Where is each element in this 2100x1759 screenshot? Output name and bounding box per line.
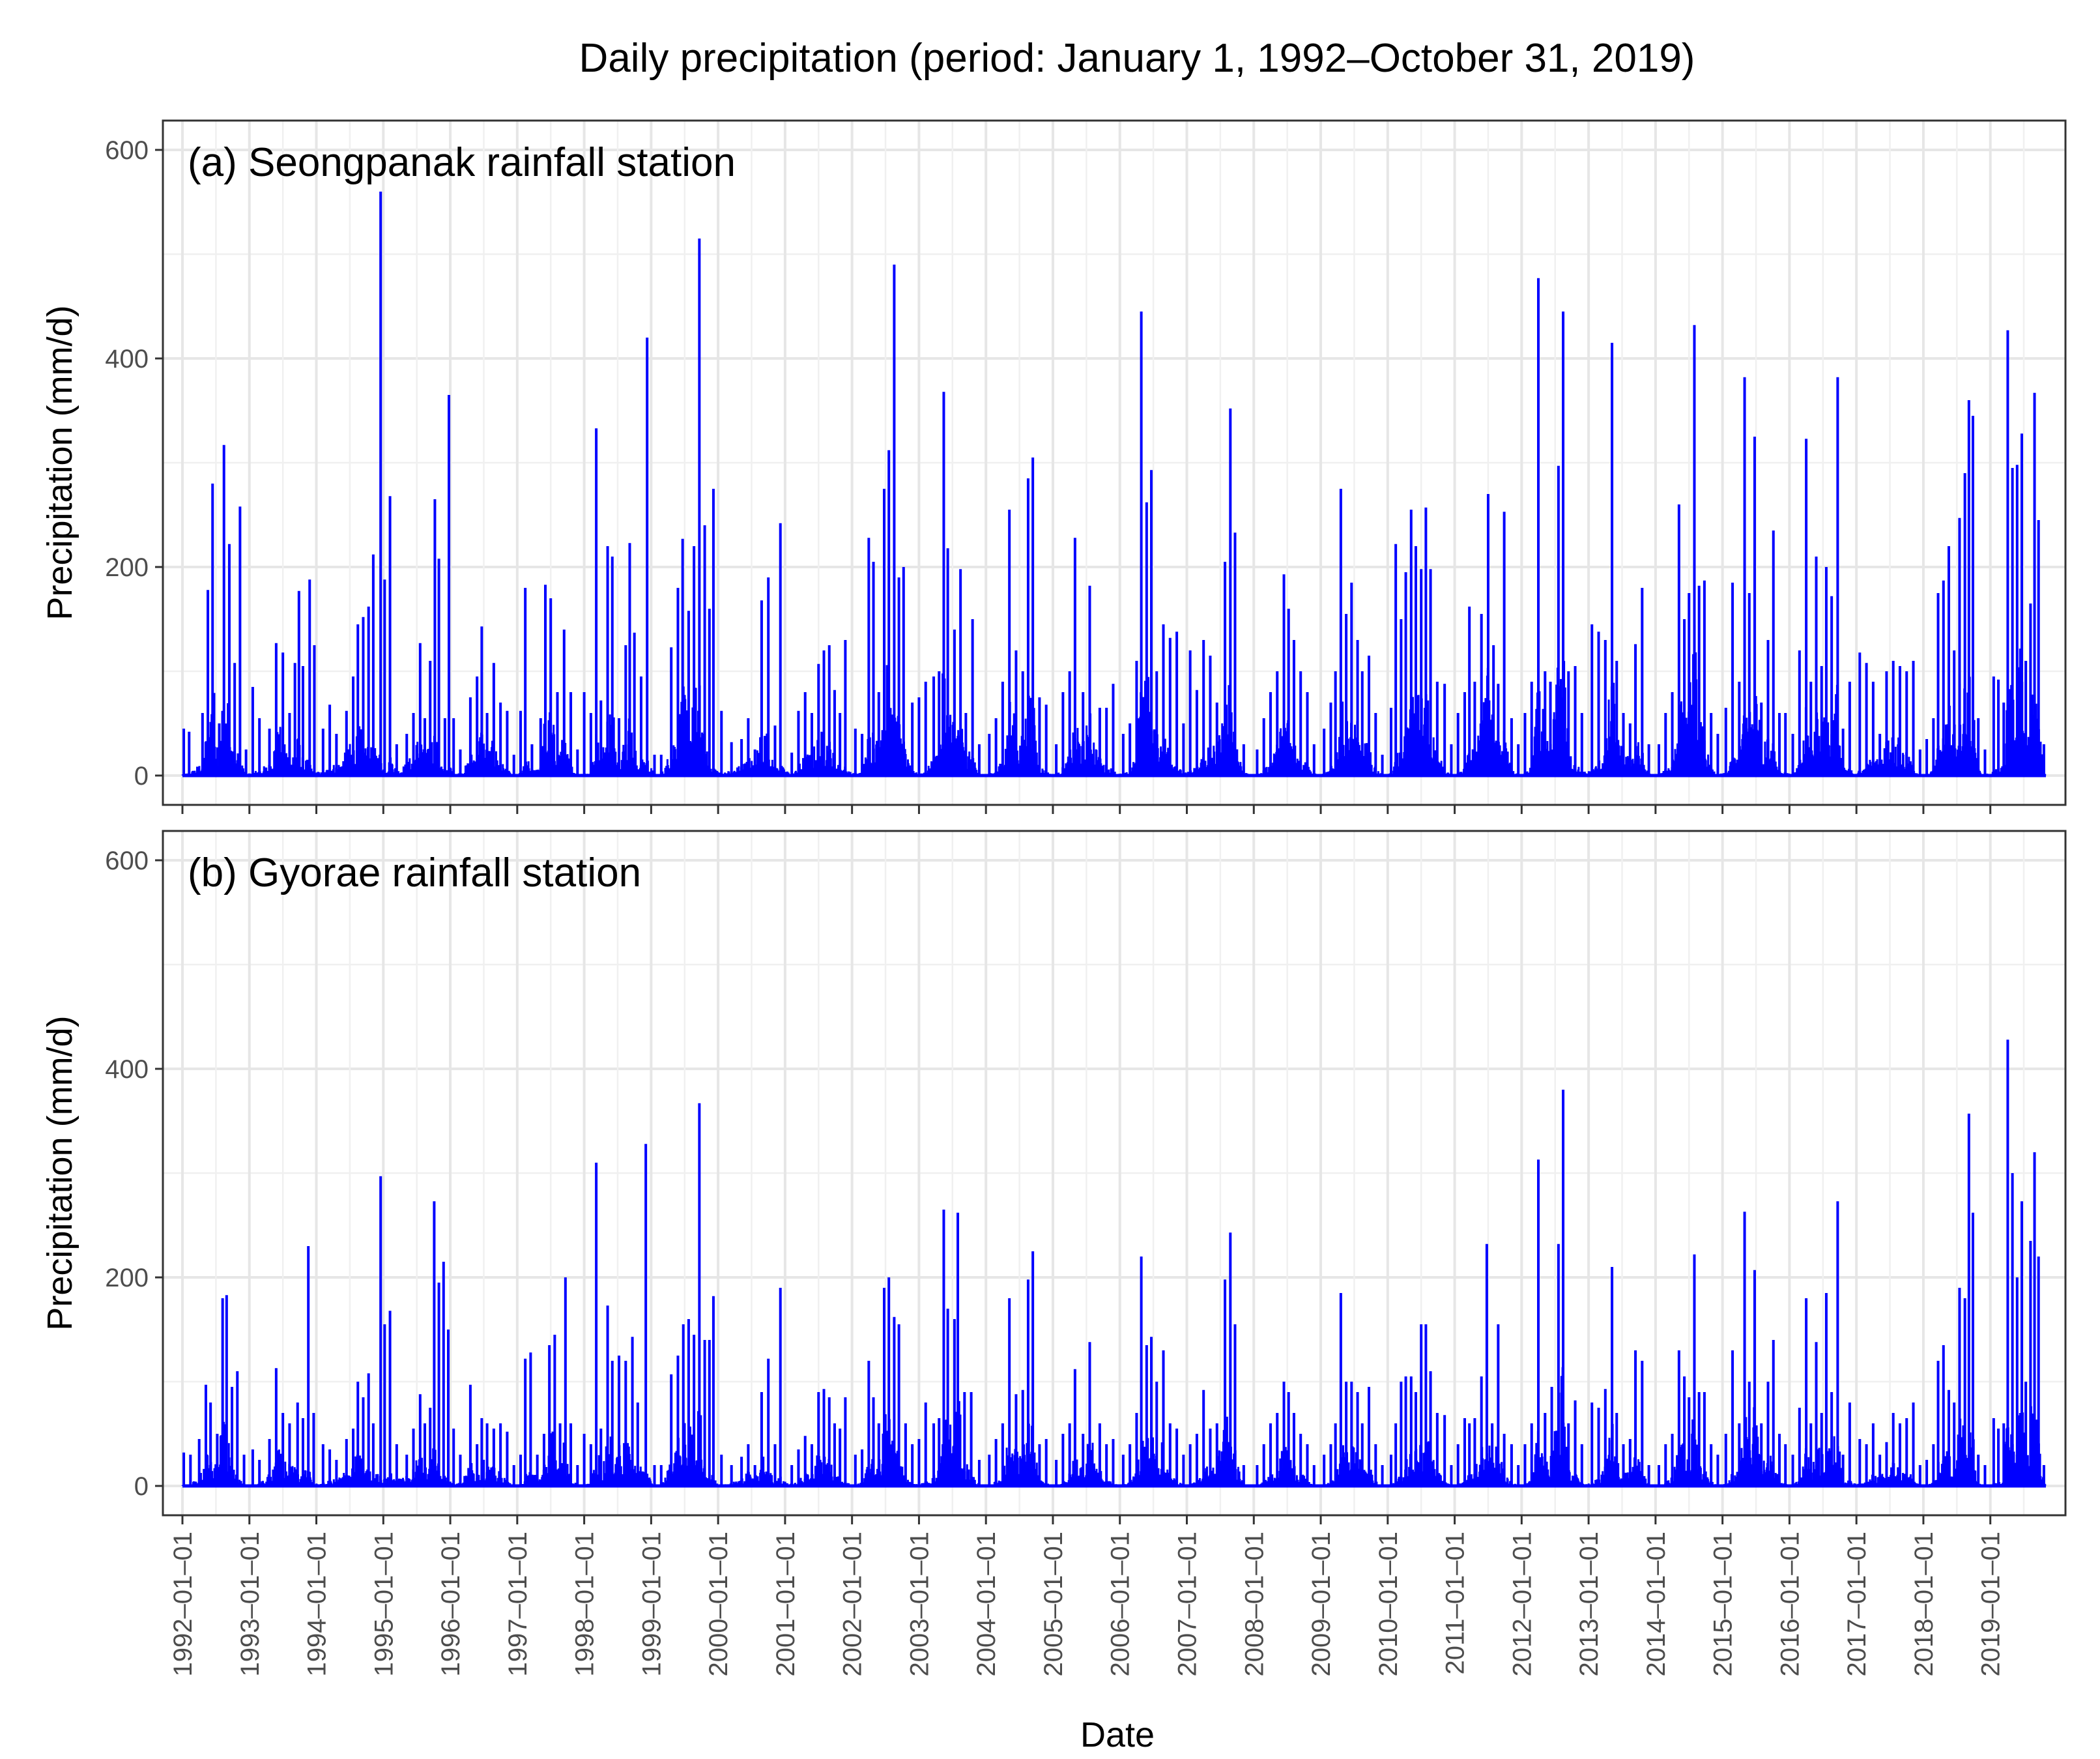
x-tick-label: 1996–01–01	[437, 1532, 465, 1676]
x-tick-label: 1997–01–01	[504, 1532, 532, 1676]
panel-gyorae: 0 200 400 600 (b) Gyorae rainfall station P…	[40, 830, 2067, 1524]
y-tick-label: 400	[105, 1055, 149, 1084]
x-axis-tick-labels: 1992–01–01 1993–01–01 1994–01–01 1995–01–01…	[169, 1532, 2006, 1676]
y-axis: 0 200 400 600	[105, 136, 163, 791]
gridlines	[163, 831, 2065, 1515]
x-tick-label: 2005–01–01	[1039, 1532, 1068, 1676]
x-tick-label: 2003–01–01	[905, 1532, 934, 1676]
y-axis-title: Precipitation (mm/d)	[40, 305, 79, 620]
y-tick-label: 600	[105, 847, 149, 875]
x-tick-label: 2006–01–01	[1106, 1532, 1135, 1676]
x-tick-label: 2015–01–01	[1709, 1532, 1738, 1676]
chart-title: Daily precipitation (period: January 1, …	[579, 36, 1695, 81]
x-tick-label: 2009–01–01	[1307, 1532, 1336, 1676]
y-tick-label: 0	[134, 1472, 149, 1501]
x-tick-label: 2013–01–01	[1575, 1532, 1604, 1676]
y-tick-label: 200	[105, 553, 149, 582]
x-axis-ticks	[181, 1515, 1992, 1524]
x-tick-label: 1998–01–01	[571, 1532, 599, 1676]
panel-border	[162, 119, 2067, 806]
panel-border	[162, 830, 2067, 1517]
x-axis-title: Date	[1080, 1715, 1155, 1754]
y-tick-label: 400	[105, 345, 149, 373]
x-tick-label: 1994–01–01	[303, 1532, 332, 1676]
y-tick-label: 600	[105, 136, 149, 165]
x-tick-label: 2007–01–01	[1173, 1532, 1202, 1676]
panel-label-b: (b) Gyorae rainfall station	[188, 850, 641, 895]
x-tick-label: 2010–01–01	[1374, 1532, 1403, 1676]
panel-label-a: (a) Seongpanak rainfall station	[188, 140, 736, 185]
x-tick-label: 2008–01–01	[1240, 1532, 1269, 1676]
x-tick-label: 2012–01–01	[1508, 1532, 1536, 1676]
x-tick-label: 1999–01–01	[637, 1532, 666, 1676]
y-tick-label: 200	[105, 1264, 149, 1292]
x-tick-label: 2019–01–01	[1977, 1532, 2006, 1676]
x-tick-label: 1995–01–01	[369, 1532, 398, 1676]
x-tick-label: 2000–01–01	[704, 1532, 733, 1676]
x-tick-label: 2001–01–01	[771, 1532, 800, 1676]
precipitation-series	[181, 1039, 2047, 1488]
x-tick-label: 2014–01–01	[1642, 1532, 1671, 1676]
precipitation-series	[181, 192, 2047, 778]
x-tick-label: 2002–01–01	[839, 1532, 867, 1676]
x-tick-label: 2011–01–01	[1441, 1532, 1470, 1675]
y-tick-label: 0	[134, 762, 149, 791]
x-tick-label: 1992–01–01	[169, 1532, 197, 1676]
panel-seongpanak: 0 200 400 600 (a) Seongpanak rainfall stati…	[40, 119, 2067, 814]
x-tick-label: 2017–01–01	[1843, 1532, 1871, 1676]
x-tick-label: 2018–01–01	[1910, 1532, 1938, 1676]
y-axis: 0 200 400 600	[105, 847, 163, 1501]
x-tick-label: 1993–01–01	[236, 1532, 265, 1676]
x-tick-label: 2004–01–01	[972, 1532, 1001, 1676]
y-axis-title: Precipitation (mm/d)	[40, 1015, 79, 1330]
x-tick-label: 2016–01–01	[1776, 1532, 1804, 1676]
gridlines	[163, 121, 2065, 805]
x-axis-ticks	[181, 805, 1992, 814]
